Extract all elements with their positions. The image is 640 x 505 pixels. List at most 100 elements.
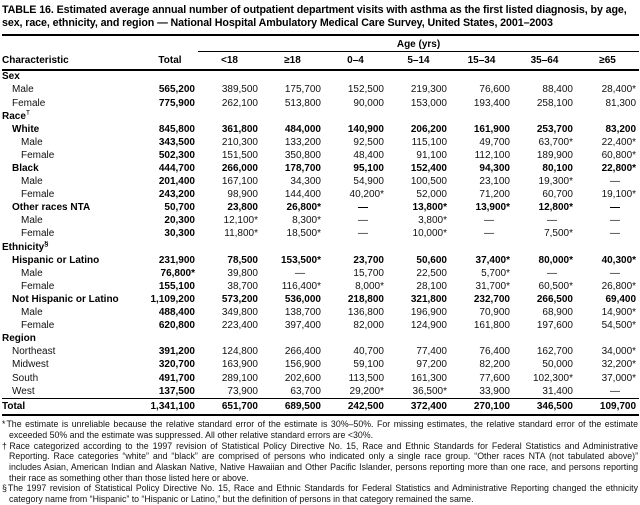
cell: 536,000 <box>284 293 321 305</box>
cell: 29,200* <box>349 385 384 397</box>
cell: 82,200 <box>479 359 510 371</box>
cell: 22,400* <box>601 136 637 148</box>
row-label: Male <box>21 215 43 227</box>
cell: 202,600 <box>284 372 321 384</box>
row-label: Male <box>21 307 43 319</box>
table-row: Male 76,800* 39,800 — 15,700 22,500 5,700* — — <box>2 267 639 280</box>
row-label: Female <box>21 320 55 332</box>
cell: 178,700 <box>284 163 321 174</box>
empty-cell <box>142 241 639 254</box>
table-row: Ethnicity§ <box>2 241 639 254</box>
cell: 163,900 <box>221 359 258 371</box>
row-label: Female <box>12 97 46 109</box>
cell: 34,300 <box>290 176 321 188</box>
column-header: Total <box>142 51 198 71</box>
cell: 266,400 <box>284 346 321 358</box>
table-row: Total 1,341,100 651,700 689,500 242,500 372,4… <box>2 398 640 417</box>
table-row: Black 444,700 266,000 178,700 95,100 152,400 9… <box>2 162 639 175</box>
cell: 193,400 <box>473 97 510 109</box>
cell: 320,700 <box>158 359 195 371</box>
cell: 350,800 <box>284 149 321 161</box>
cell: 54,500* <box>601 320 637 332</box>
row-label: Not Hispanic or Latino <box>12 293 119 305</box>
header-spacer <box>2 35 198 52</box>
cell: 60,800* <box>601 149 637 161</box>
column-header: 15–34 <box>450 51 513 71</box>
footnote-marker: † <box>25 110 31 117</box>
cell: 8,300* <box>292 215 321 227</box>
cell: 397,400 <box>284 320 321 332</box>
cell: 68,900 <box>542 307 573 319</box>
cell: — <box>358 228 368 240</box>
cell: 444,700 <box>158 163 195 174</box>
cell: 90,000 <box>353 97 384 109</box>
table-row: Female 775,900 262,100 513,800 90,000 153,000… <box>2 97 639 110</box>
cell: 50,700 <box>164 202 195 214</box>
footnote-marker: § <box>44 240 49 248</box>
row-label: Male <box>21 176 43 188</box>
cell: 60,700 <box>542 189 573 201</box>
cell: 137,500 <box>158 385 195 397</box>
cell: 19,300* <box>538 176 573 188</box>
table-row: White 845,800 361,800 484,000 140,900 206,200… <box>2 123 639 136</box>
cell: 50,000 <box>542 359 573 371</box>
footnote-marker: † <box>2 440 9 451</box>
cell: — <box>610 385 621 397</box>
cell: 13,800* <box>412 202 447 214</box>
cell: 54,900 <box>353 176 384 188</box>
cell: 775,900 <box>158 97 195 109</box>
cell: 231,900 <box>158 254 195 266</box>
cell: 95,100 <box>353 163 384 174</box>
row-label: Midwest <box>12 359 49 371</box>
table-row: Male 20,300 12,100* 8,300* — 3,800* — — — <box>2 215 639 228</box>
cell: 258,100 <box>536 97 573 109</box>
table-row: South 491,700 289,100 202,600 113,500 161,300… <box>2 372 639 385</box>
data-table: Age (yrs) Characteristic Total <18 ≥18 0–4 5–1… <box>2 33 640 417</box>
cell: 3,800* <box>418 215 447 227</box>
row-label: Female <box>21 228 55 240</box>
cell: 201,400 <box>158 176 195 188</box>
table-row: Female 620,800 223,400 397,400 82,000 124,900… <box>2 320 639 333</box>
column-header: Characteristic <box>2 51 142 71</box>
cell: 175,700 <box>284 84 321 96</box>
cell: 7,500* <box>544 228 573 240</box>
cell: 152,500 <box>347 84 384 96</box>
cell: 40,300* <box>601 254 637 266</box>
footnote: *The estimate is unreliable because the … <box>2 419 638 440</box>
table-row: Female 243,200 98,900 144,400 40,200* 52,000 7… <box>2 189 639 202</box>
cell: 26,800* <box>286 202 321 214</box>
table-row: Race† <box>2 110 639 123</box>
cell: 343,500 <box>158 136 195 148</box>
cell: 70,900 <box>479 307 510 319</box>
cell: 63,700* <box>538 136 573 148</box>
cell: 232,700 <box>473 293 510 305</box>
cell: 80,000* <box>538 254 573 266</box>
table-row: Female 502,300 151,500 350,800 48,400 91,100 1… <box>2 149 639 162</box>
cell: 100,500 <box>410 176 447 188</box>
table-row: Male 201,400 167,100 34,300 54,900 100,500 23,… <box>2 176 639 189</box>
cell: 59,100 <box>353 359 384 371</box>
table-title: TABLE 16. Estimated average annual numbe… <box>2 4 627 30</box>
cell: 77,400 <box>416 346 447 358</box>
cell: 189,900 <box>536 149 573 161</box>
row-label: Total <box>2 398 142 417</box>
cell: 161,300 <box>410 372 447 384</box>
table-row: Male 343,500 210,300 133,200 92,500 115,100 49… <box>2 136 639 149</box>
cell: 391,200 <box>158 346 195 358</box>
cell: 266,000 <box>221 163 258 174</box>
cell: 38,700 <box>227 280 258 292</box>
footnote-marker: * <box>2 419 6 430</box>
table-row: Midwest 320,700 163,900 156,900 59,100 97,200… <box>2 359 639 372</box>
cell: 91,100 <box>416 149 447 161</box>
row-label: White <box>12 123 40 135</box>
table-row: Other races NTA 50,700 23,800 26,800* — 13,80… <box>2 202 639 215</box>
cell: 40,700 <box>353 346 384 358</box>
cell: 321,800 <box>410 293 447 305</box>
cell: 76,400 <box>479 346 510 358</box>
cell: 845,800 <box>158 123 195 135</box>
cell: 651,700 <box>198 398 261 417</box>
cell: 98,900 <box>227 189 258 201</box>
table-row: Female 30,300 11,800* 18,500* — 10,000* — 7,500… <box>2 228 639 241</box>
cell: 71,200 <box>479 189 510 201</box>
footnote: †Race categorized according to the 1997 … <box>2 441 638 484</box>
